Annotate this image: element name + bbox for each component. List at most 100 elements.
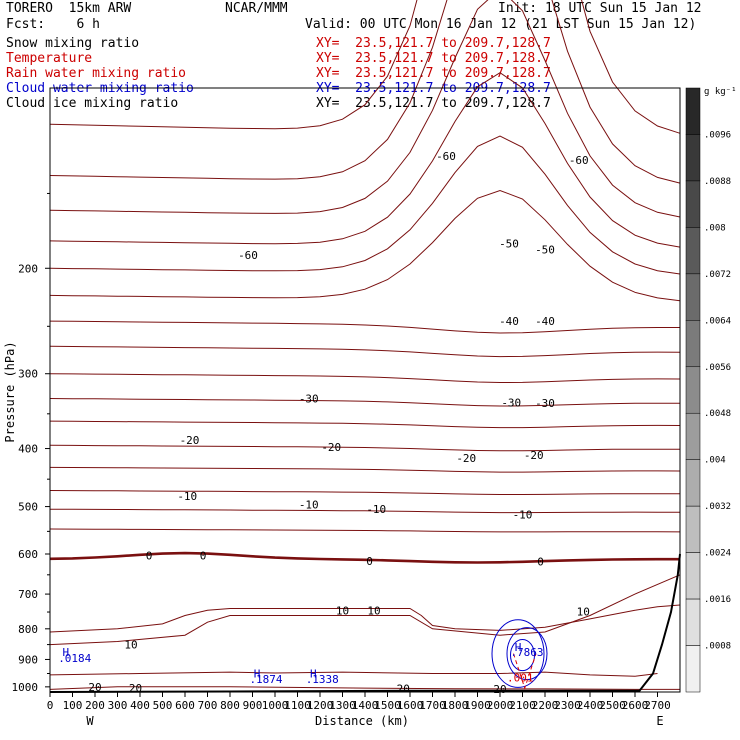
colorbar-segment (685, 227, 701, 275)
x-tick-label: 800 (220, 699, 240, 712)
colorbar-segment (685, 645, 701, 693)
colorbar-unit: g kg⁻¹ (704, 87, 737, 97)
colorbar-segment (685, 412, 701, 460)
temperature-contour (49, 72, 681, 248)
field-xy-snow: XY= 23.5,121.7 to 209.7,128.7 (316, 36, 551, 51)
x-tick-label: 2700 (644, 699, 671, 712)
x-tick-label: 2200 (532, 699, 559, 712)
x-tick-label: 2100 (509, 699, 536, 712)
field-xy-temperature: XY= 23.5,121.7 to 209.7,128.7 (316, 51, 551, 66)
cloud-water-label: .1338 (306, 673, 339, 686)
cloud-water-label: .1874 (249, 673, 282, 686)
x-tick-label: 600 (175, 699, 195, 712)
colorbar-tick-label: .0032 (704, 502, 731, 512)
temperature-label: -30 (535, 397, 555, 410)
temperature-contour (49, 508, 681, 514)
temperature-label: -20 (456, 452, 476, 465)
cloud-water-label: H (254, 668, 261, 681)
rain-water-label: .001 (507, 672, 534, 685)
x-tick-label: 1400 (352, 699, 379, 712)
x-tick-label: 100 (63, 699, 83, 712)
temperature-label: -30 (501, 396, 521, 409)
x-tick-label: 2500 (599, 699, 626, 712)
temperature-contour (49, 466, 681, 473)
cloud-water-contour (510, 638, 535, 672)
x-tick-label: 1000 (262, 699, 289, 712)
model-title: TORERO 15km ARW (6, 1, 132, 16)
x-tick-label: 1300 (329, 699, 356, 712)
temperature-contour (49, 0, 681, 184)
cloud-water-label: H (62, 646, 69, 659)
temperature-label: 10 (367, 604, 380, 617)
x-tick-label: 900 (243, 699, 263, 712)
x-tick-label: 1200 (307, 699, 334, 712)
rain-water-contour (513, 653, 537, 690)
field-xy-cloud-ice: XY= 23.5,121.7 to 209.7,128.7 (316, 96, 551, 111)
x-tick-label: 400 (130, 699, 150, 712)
x-axis: 0 100 200 300 400 500 600 700 800 900 100011001200… (47, 692, 671, 712)
temperature-label: 20 (88, 681, 101, 694)
colorbar-segment (685, 273, 701, 321)
temperature-label: 20 (493, 683, 506, 696)
y-axis: 200 300 400 500 600 700 800 900 1000 (12, 192, 50, 694)
rain-water-contours (513, 653, 537, 690)
x-tick-label: 2600 (622, 699, 649, 712)
x-tick-label: 200 (85, 699, 105, 712)
field-xy-rain: XY= 23.5,121.7 to 209.7,128.7 (316, 66, 551, 81)
plot-frame (49, 87, 681, 693)
temperature-label: -50 (535, 243, 555, 256)
field-label-rain: Rain water mixing ratio (6, 66, 187, 81)
x-tick-label: 1700 (419, 699, 446, 712)
temperature-contour (49, 398, 681, 407)
colorbar-tick-label: .0096 (704, 130, 731, 140)
x-tick-label: 1500 (374, 699, 401, 712)
y-tick-label: 400 (18, 443, 38, 456)
x-tick-label: 700 (198, 699, 218, 712)
cloud-water-contour (491, 619, 545, 688)
colorbar-segment (685, 87, 701, 135)
y-tick-label: 700 (18, 588, 38, 601)
colorbar: .0096 .0088 .008 .0072 .0064 .0056 .0048 .004 .0… (685, 87, 731, 693)
temperature-contour (49, 373, 681, 384)
cloud-water-label: .0184 (58, 652, 91, 665)
y-tick-label: 300 (18, 368, 38, 381)
cloud-water-label: .7863 (510, 646, 543, 659)
valid-time: Valid: 00 UTC Mon 16 Jan 12 (21 LST Sun … (305, 17, 697, 32)
colorbar-tick-label: .008 (704, 223, 726, 233)
x-tick-label: 2300 (554, 699, 581, 712)
colorbar-segment (685, 366, 701, 414)
colorbar-tick-label: .0024 (704, 549, 731, 559)
temperature-label: -60 (569, 154, 589, 167)
terrain-outline (49, 553, 681, 693)
x-tick-label: 500 (153, 699, 173, 712)
temperature-label: -10 (513, 508, 533, 521)
x-tick-label: 1900 (464, 699, 491, 712)
y-tick-label: 1000 (12, 681, 39, 694)
temperature-label: -10 (299, 498, 319, 511)
temperature-label: -10 (177, 490, 197, 503)
x-axis-label: Distance (km) (315, 714, 409, 728)
x-tick-label: 1100 (284, 699, 311, 712)
temperature-label: 10 (336, 604, 349, 617)
cloud-water-contour (506, 627, 548, 681)
colorbar-tick-label: .0072 (704, 270, 731, 280)
temperature-label: -20 (321, 441, 341, 454)
temperature-contour (49, 189, 681, 302)
temperature-contour (49, 444, 680, 452)
temperature-contour (49, 604, 681, 633)
temperature-contour (49, 574, 681, 646)
zero-degree-contour (49, 551, 680, 564)
colorbar-tick-label: .0048 (704, 409, 731, 419)
colorbar-tick-label: .0008 (704, 642, 731, 652)
x-tick-label: 0 (47, 699, 54, 712)
temperature-label: 10 (124, 639, 137, 652)
colorbar-tick-label: .0056 (704, 363, 731, 373)
temperature-contour (49, 320, 680, 334)
temperature-label: 0 (200, 549, 207, 562)
x-tick-label: 2000 (487, 699, 514, 712)
colorbar-segment (685, 320, 701, 368)
field-label-temperature: Temperature (6, 51, 93, 66)
temperature-label: 0 (537, 555, 544, 568)
temperature-contour (49, 0, 681, 218)
